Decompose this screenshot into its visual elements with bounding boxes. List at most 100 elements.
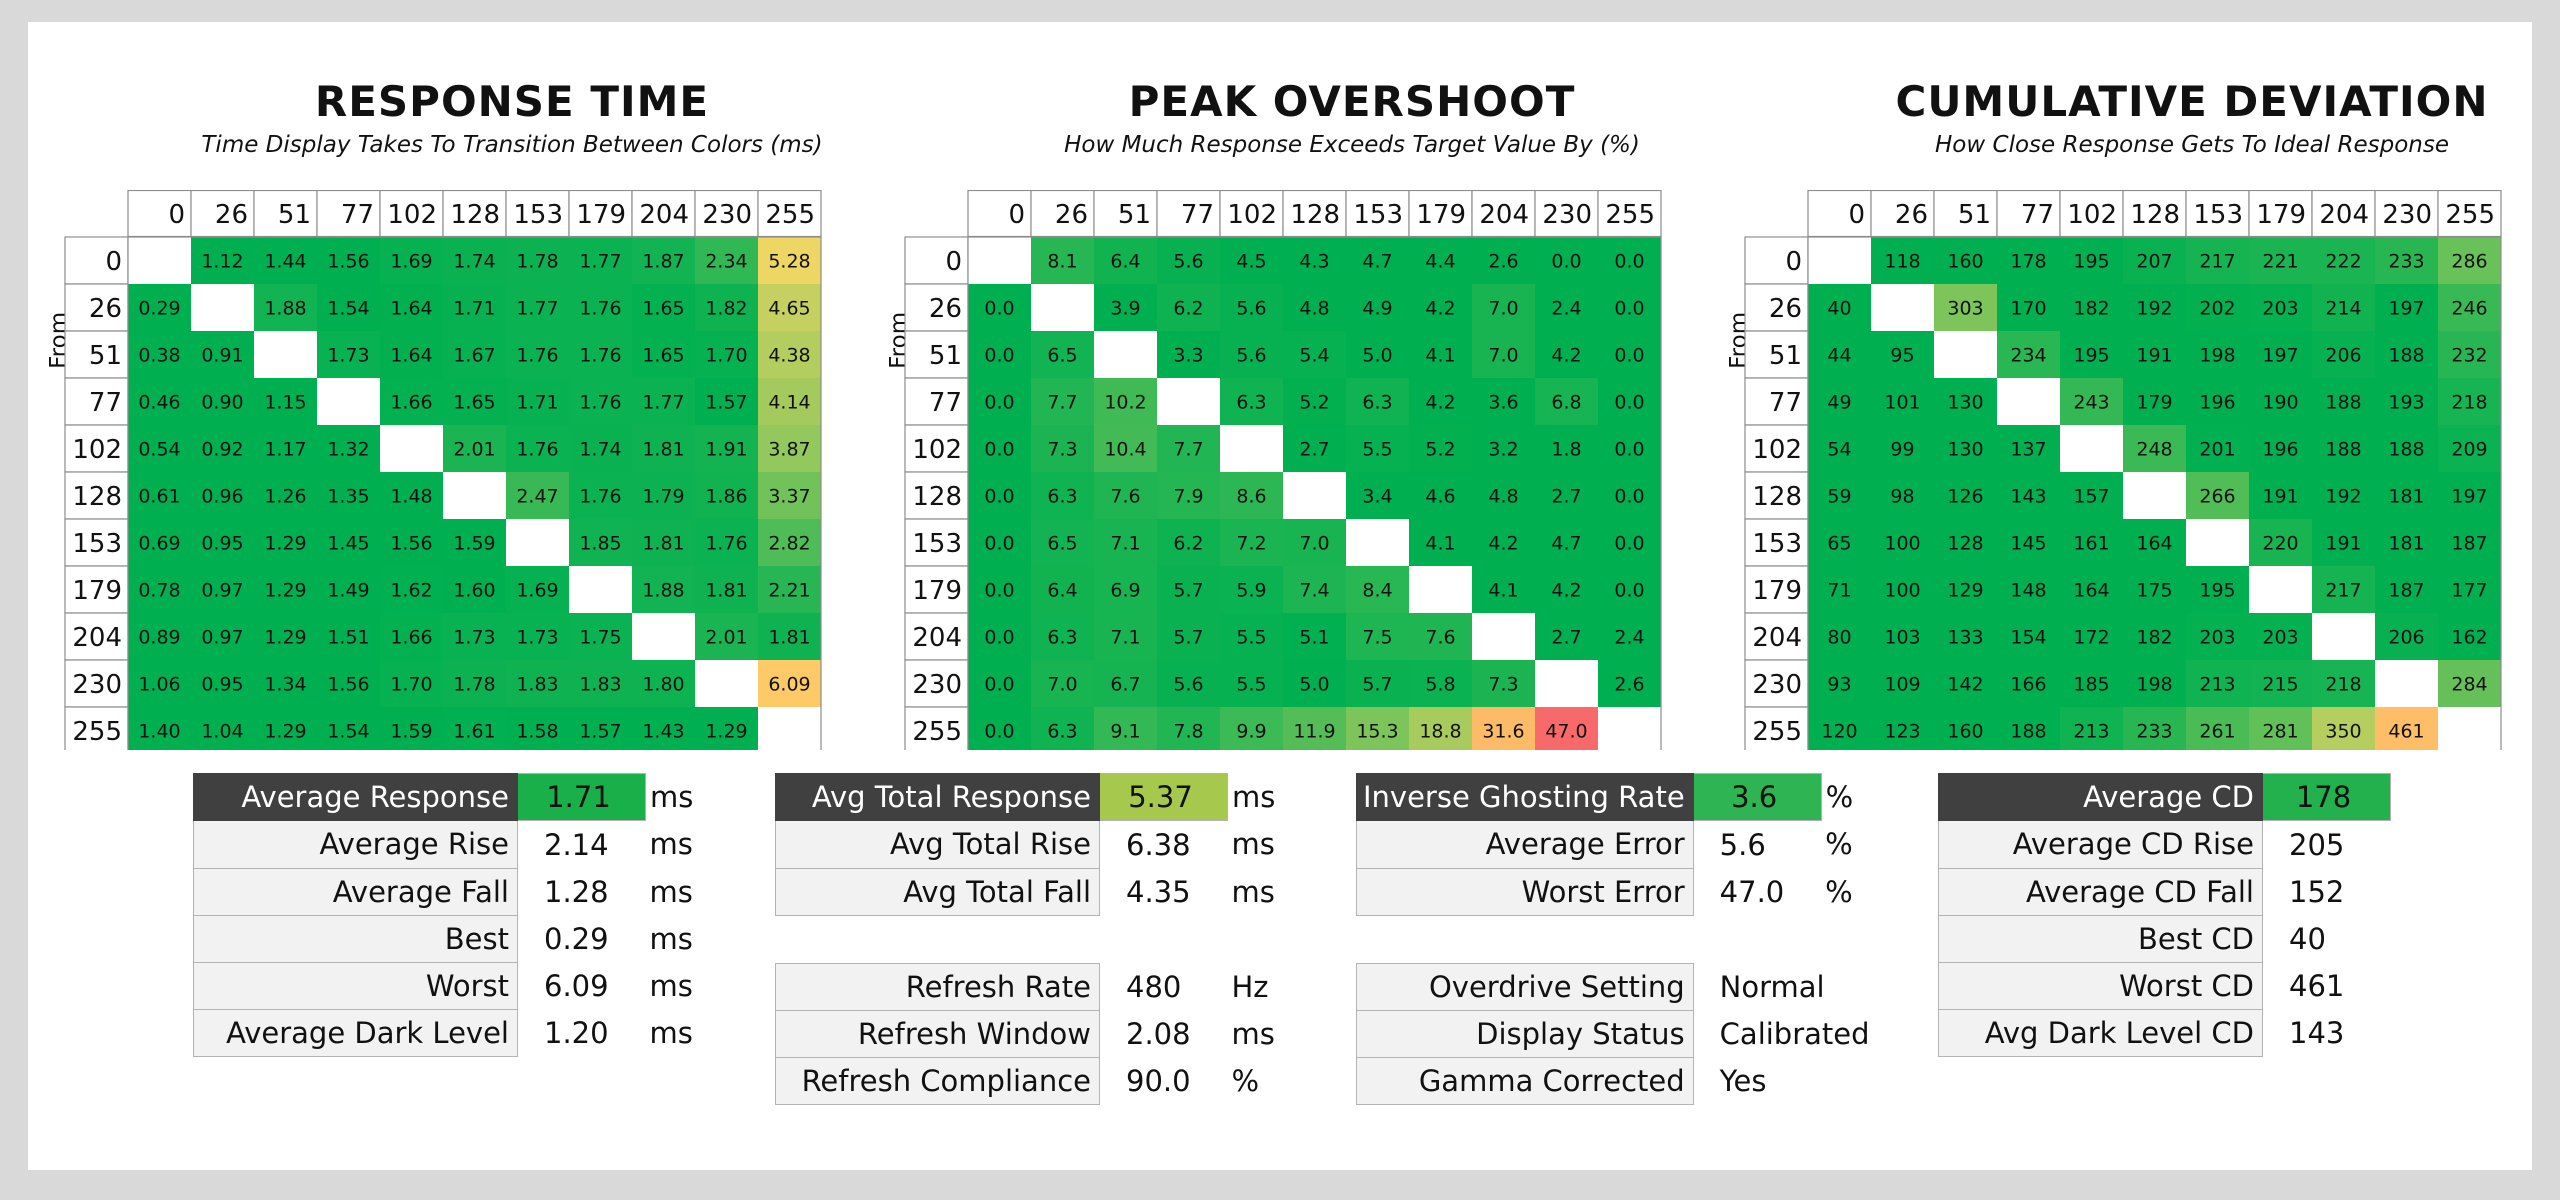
cell-value-label: 222 [2325, 251, 2361, 273]
cell-value-label: 2.7 [1299, 439, 1329, 461]
cell-value-label: 0.0 [1614, 392, 1644, 414]
row-header-label: 0 [1785, 247, 1802, 277]
heatmap-cell [506, 707, 569, 750]
row-header-label: 230 [912, 670, 962, 700]
cell-value-label: 206 [2388, 627, 2424, 649]
heatmap-cell [2438, 707, 2501, 750]
heatmap-cell [1409, 566, 1472, 613]
cell-value-label: 103 [1884, 627, 1920, 649]
column-header-label: 153 [2193, 200, 2243, 230]
heatmap-cell [2249, 378, 2312, 425]
heatmap-cell [1535, 425, 1598, 472]
cell-value-label: 1.78 [453, 674, 495, 696]
heatmap-cell [968, 707, 1031, 750]
heatmap-cell [2249, 237, 2312, 284]
cell-value-label: 188 [2388, 439, 2424, 461]
stat-label: Worst [193, 961, 518, 1010]
column-header-cell [1156, 190, 1221, 238]
heatmap-cell [1934, 566, 1997, 613]
cell-value-label: 7.0 [1299, 533, 1329, 555]
heatmap-cell [317, 613, 380, 660]
stat-value: 2.08 [1126, 1016, 1191, 1051]
row-header-label: 153 [72, 529, 122, 559]
heatmap-cell [2249, 566, 2312, 613]
stat-value: 6.09 [544, 968, 609, 1003]
cell-value-label: 0.95 [201, 674, 243, 696]
cell-value-label: 5.6 [1236, 298, 1266, 320]
spacer-row [1357, 915, 1892, 963]
heatmap-cell [1283, 331, 1346, 378]
heatmap-cell [1808, 566, 1871, 613]
cell-value-label: 187 [2388, 580, 2424, 602]
column-header-label: 0 [1848, 200, 1865, 230]
cell-value-label: 1.91 [705, 439, 747, 461]
cell-value-label: 170 [2010, 298, 2046, 320]
cumulative-deviation-heatmap: ToFrom0265177102128153179204230255026517… [1708, 190, 2508, 750]
heatmap-cell [2123, 707, 2186, 750]
heatmap-cell [254, 425, 317, 472]
heatmap-cell [695, 519, 758, 566]
cell-value-label: 1.29 [705, 721, 747, 743]
stat-value: Calibrated [1719, 1016, 1870, 1051]
cell-value-label: 195 [2073, 251, 2109, 273]
cell-value-label: 6.09 [768, 674, 810, 696]
cell-value-label: 4.1 [1425, 345, 1455, 367]
heatmap-cell [1934, 519, 1997, 566]
heatmap-cell [2060, 660, 2123, 707]
row-header-label: 153 [1752, 529, 1802, 559]
heatmap-cell [1808, 472, 1871, 519]
cell-value-label: 4.2 [1551, 345, 1581, 367]
column-header-cell [2122, 190, 2187, 238]
heatmap-cell [1094, 707, 1157, 750]
row-header-label: 51 [89, 341, 122, 371]
heatmap-cell [128, 660, 191, 707]
response-stats-table: Average Response 1.71 ms Average Rise 2.… [193, 773, 700, 1057]
heatmap-cell [506, 425, 569, 472]
heatmap-cell [1934, 237, 1997, 284]
row-header-label: 0 [945, 247, 962, 277]
cell-value-label: 11.9 [1293, 721, 1335, 743]
cell-value-label: 1.67 [453, 345, 495, 367]
cell-value-label: 0.97 [201, 627, 243, 649]
cell-value-label: 1.73 [516, 627, 558, 649]
row-header-cell [904, 424, 969, 473]
heatmap-cell [2060, 566, 2123, 613]
cell-value-label: 5.7 [1173, 627, 1203, 649]
row-header-cell [904, 283, 969, 332]
stat-label: Average CD Fall [1938, 867, 2263, 916]
row-header-cell [64, 330, 129, 379]
stat-value: 461 [2289, 968, 2345, 1003]
heatmap-cell [1409, 472, 1472, 519]
cell-value-label: 1.56 [327, 674, 369, 696]
cell-value-label: 1.71 [516, 392, 558, 414]
cell-value-label: 221 [2262, 251, 2298, 273]
heatmap-cell [2312, 284, 2375, 331]
heatmap-cell [758, 425, 821, 472]
heatmap-cell [1409, 707, 1472, 750]
column-header-label: 128 [2130, 200, 2180, 230]
stat-value: 143 [2289, 1015, 2345, 1050]
heatmap-cell [317, 519, 380, 566]
cell-value-label: 5.2 [1425, 439, 1455, 461]
heatmap-cell [254, 378, 317, 425]
cell-value-label: 1.57 [705, 392, 747, 414]
heatmap-cell [695, 237, 758, 284]
heatmap-cell [2249, 519, 2312, 566]
cell-value-label: 217 [2199, 251, 2235, 273]
heatmap-cell [968, 331, 1031, 378]
cell-value-label: 7.7 [1047, 392, 1077, 414]
heatmap-cell [1997, 331, 2060, 378]
heatmap-cell [254, 331, 317, 378]
cell-value-label: 203 [2262, 298, 2298, 320]
cell-value-label: 0.0 [984, 439, 1014, 461]
heatmap-cell [1934, 284, 1997, 331]
cell-value-label: 284 [2451, 674, 2487, 696]
cell-value-label: 6.3 [1047, 721, 1077, 743]
stat-unit: ms [1231, 874, 1275, 909]
cell-value-label: 350 [2325, 721, 2361, 743]
heatmap-cell [254, 519, 317, 566]
cell-value-label: 2.47 [516, 486, 558, 508]
heatmap-cell [1283, 566, 1346, 613]
heatmap-cell [2438, 660, 2501, 707]
column-header-cell [1030, 190, 1095, 238]
